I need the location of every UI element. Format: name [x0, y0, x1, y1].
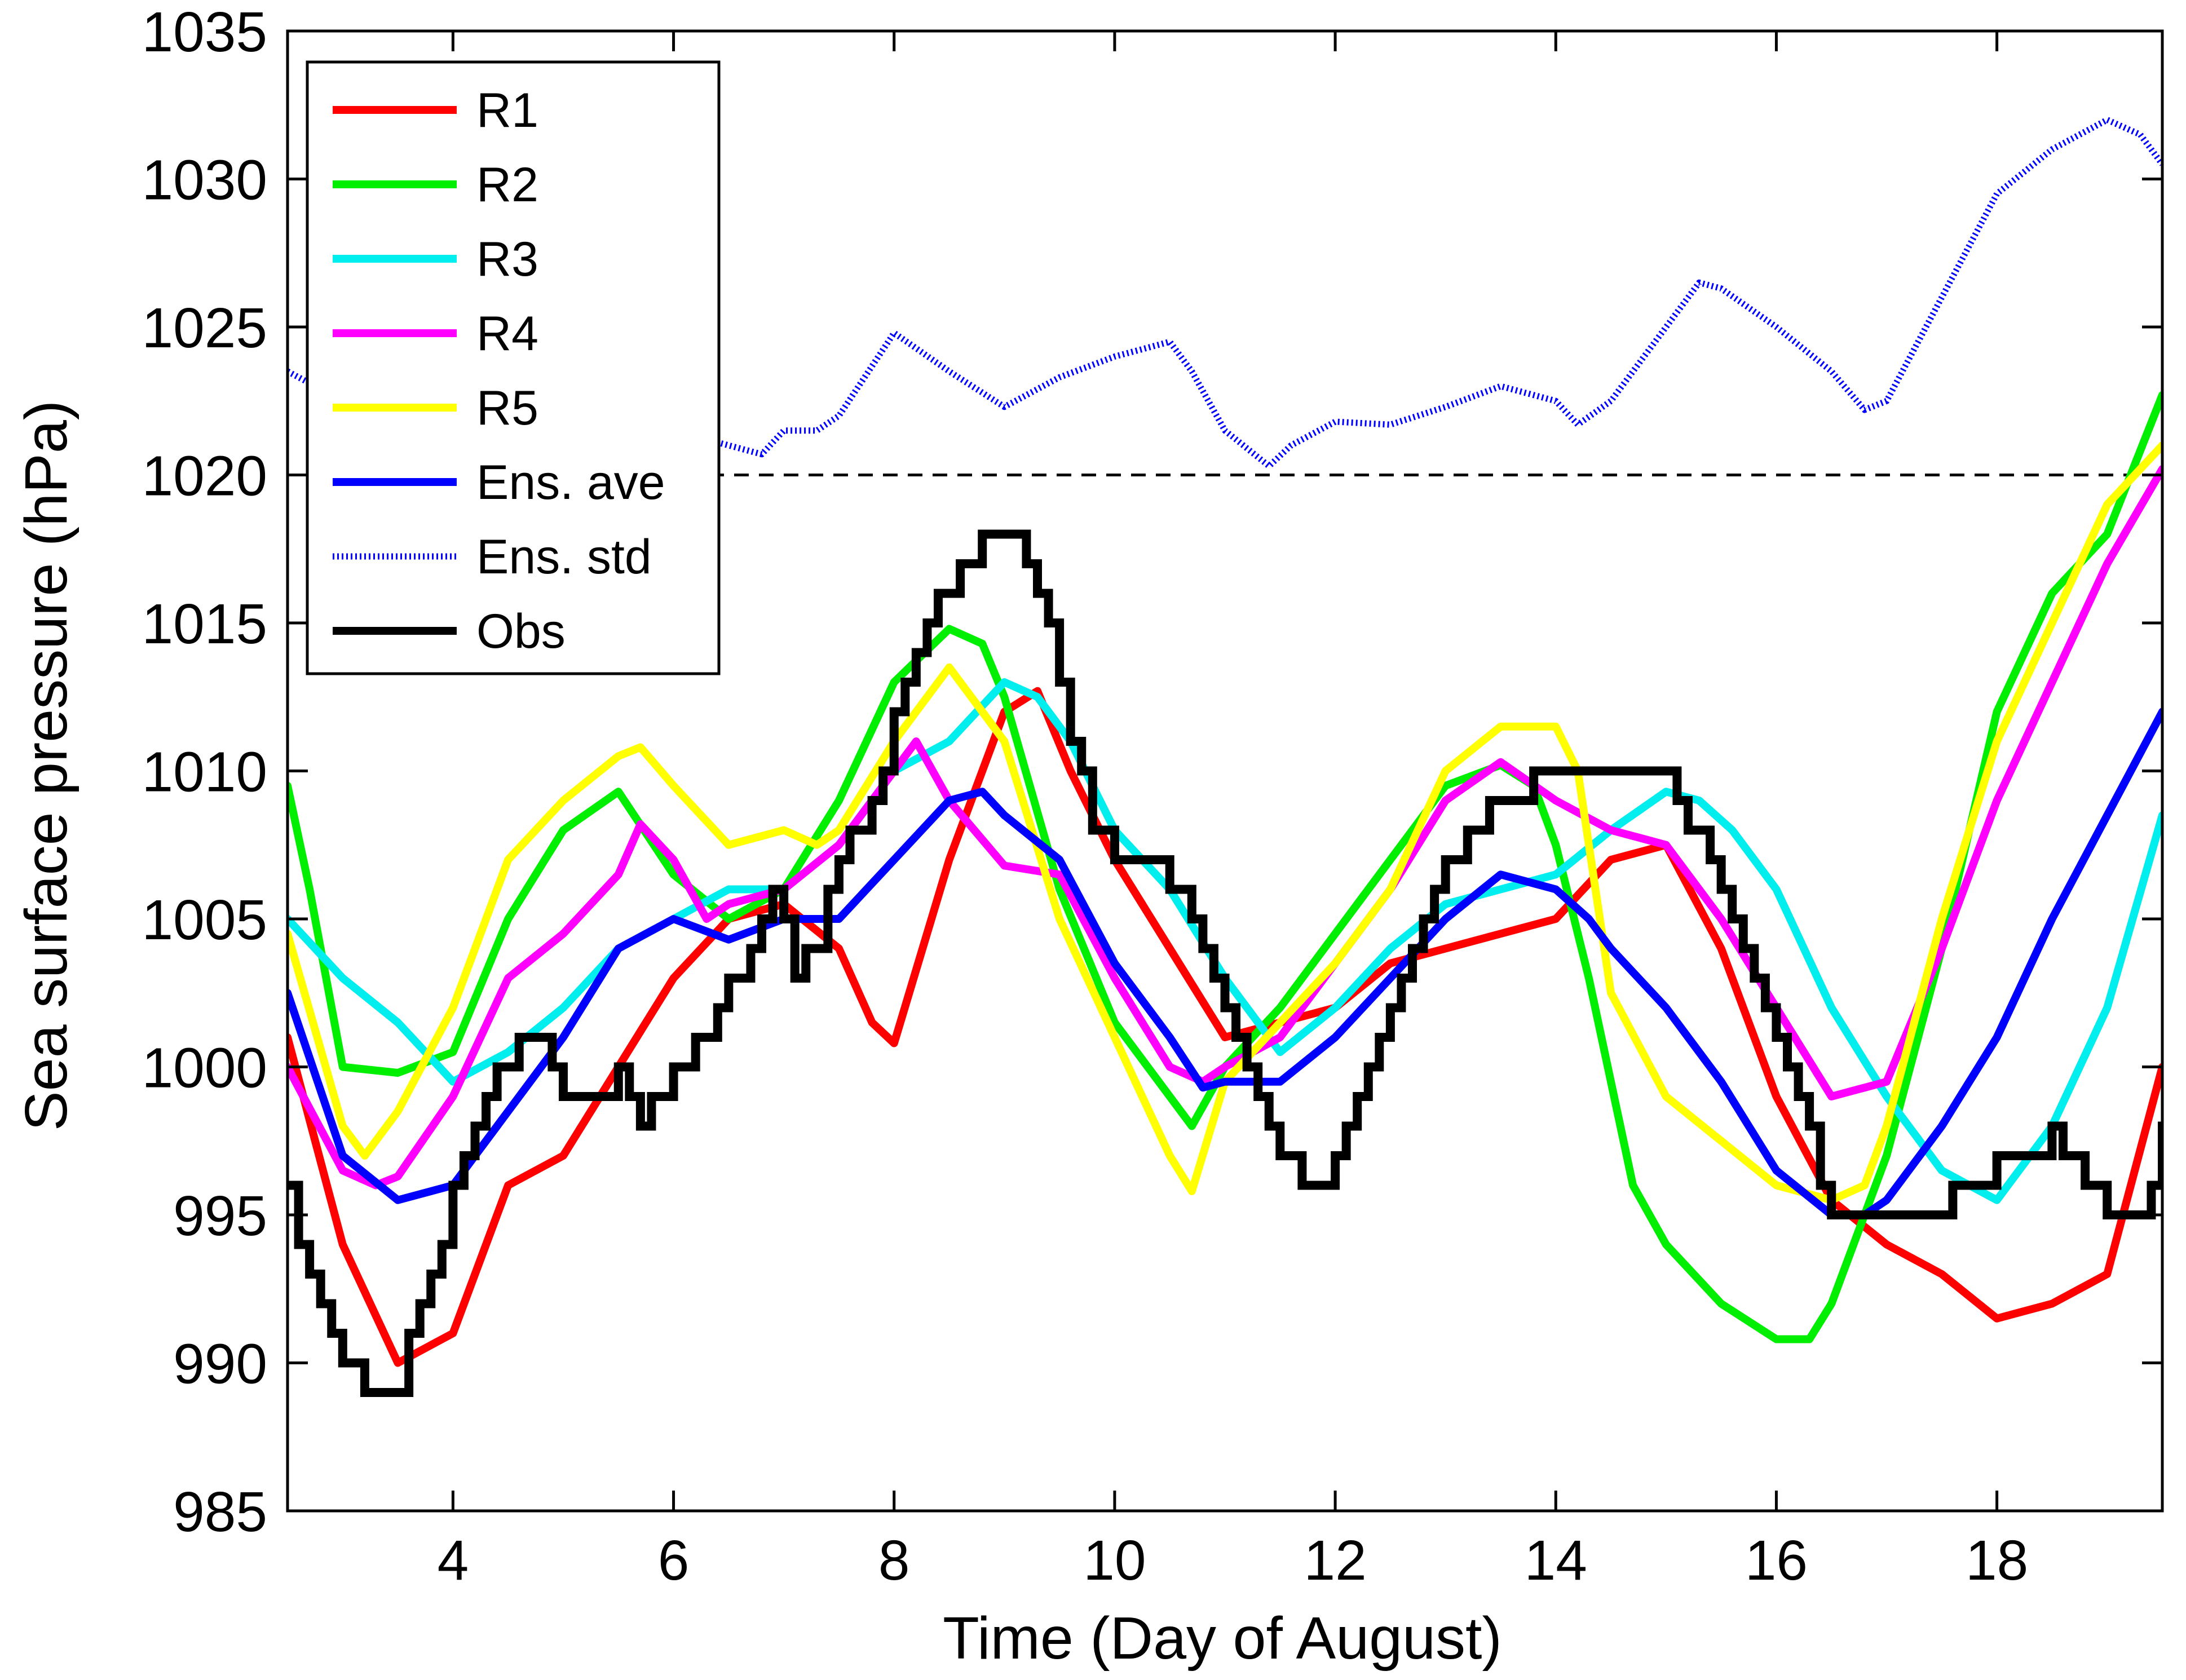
y-tick-label: 1005 — [142, 888, 267, 952]
x-tick-label: 18 — [1966, 1529, 2028, 1592]
series-line-r5 — [288, 441, 2162, 1204]
y-tick-label: 1030 — [142, 149, 267, 212]
series-line-obs — [288, 529, 2162, 1397]
y-tick-label: 995 — [173, 1184, 267, 1248]
x-tick-label: 10 — [1083, 1529, 1146, 1592]
legend-label-obs: Obs — [476, 604, 566, 658]
legend-label-ens-std: Ens. std — [476, 530, 652, 584]
x-tick-label: 12 — [1304, 1529, 1366, 1592]
x-tick-label: 16 — [1745, 1529, 1808, 1592]
legend-label-r5: R5 — [476, 381, 538, 435]
y-tick-label: 1035 — [142, 1, 267, 64]
x-tick-label: 6 — [658, 1529, 690, 1592]
y-tick-label: 990 — [173, 1333, 267, 1396]
legend-box — [306, 60, 721, 675]
legend-label-r4: R4 — [476, 307, 538, 361]
x-tick-label: 4 — [438, 1529, 469, 1592]
y-tick-label: 1000 — [142, 1037, 267, 1100]
y-tick-label: 1025 — [142, 297, 267, 360]
series-line-r4 — [288, 465, 2162, 1190]
y-tick-label: 1020 — [142, 445, 267, 508]
x-axis-label: Time (Day of August) — [943, 1605, 1502, 1672]
x-tick-label: 14 — [1525, 1529, 1587, 1592]
y-tick-label: 1015 — [142, 593, 267, 656]
legend-label-r2: R2 — [476, 158, 538, 212]
y-tick-label: 1010 — [142, 741, 267, 804]
y-axis-label: Sea surface pressure (hPa) — [13, 400, 80, 1131]
y-tick-label: 985 — [173, 1480, 267, 1544]
legend: R1 R2 R3 R4 R5 Ens. ave Ens. std Obs — [306, 60, 721, 675]
legend-label-r1: R1 — [476, 83, 538, 138]
legend-label-ens-ave: Ens. ave — [476, 456, 665, 510]
legend-label-r3: R3 — [476, 232, 538, 286]
x-tick-label: 8 — [878, 1529, 910, 1592]
